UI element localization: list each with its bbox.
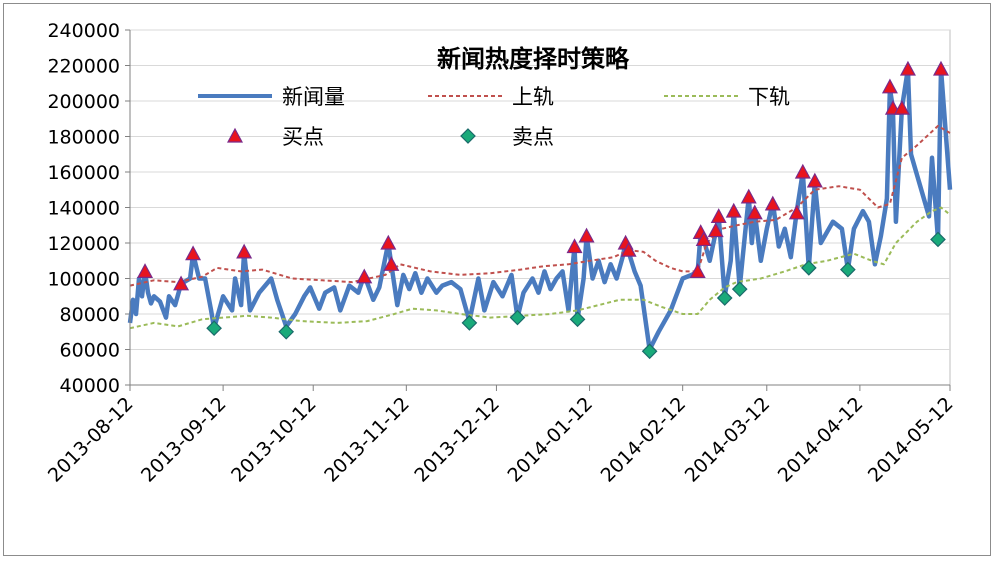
sell-point-marker <box>930 231 946 248</box>
buy-point-marker <box>137 263 154 278</box>
y-tick-label: 80000 <box>60 304 120 326</box>
sell-point-marker <box>278 323 295 340</box>
buy-point-marker <box>881 78 898 94</box>
buy-point-marker <box>893 99 910 115</box>
x-tick-label: 2013-08-12 <box>44 393 138 487</box>
y-tick-label: 100000 <box>47 269 120 291</box>
buy-point-marker <box>689 263 706 278</box>
legend-label-upper: 上轨 <box>512 85 554 109</box>
buy-point-marker <box>746 204 763 220</box>
buy-point-marker <box>788 204 805 220</box>
legend-swatch-buy <box>226 127 244 143</box>
buy-point-marker <box>620 241 637 257</box>
buy-point-marker <box>383 256 400 271</box>
x-tick-label: 2014-01-12 <box>503 393 597 487</box>
sell-point-marker <box>206 320 222 337</box>
buy-point-marker <box>707 222 724 238</box>
buy-point-marker <box>380 234 397 250</box>
chart-title: 新闻热度择时策略 <box>437 45 630 73</box>
buy-point-marker <box>794 163 811 179</box>
buy-point-marker <box>566 238 583 254</box>
buy-point-marker <box>710 208 727 223</box>
sell-point-marker <box>641 343 658 360</box>
legend-label-buy: 买点 <box>282 125 324 149</box>
x-tick-label: 2013-10-12 <box>227 393 321 487</box>
chart-frame <box>3 3 991 556</box>
y-tick-label: 180000 <box>47 127 120 149</box>
buy-point-marker <box>806 172 823 188</box>
buy-point-marker <box>899 60 916 76</box>
legend-label-news: 新闻量 <box>282 85 345 109</box>
y-tick-label: 200000 <box>47 91 120 113</box>
y-tick-label: 120000 <box>47 233 120 255</box>
series-markers <box>137 60 949 360</box>
sell-point-marker <box>840 261 856 278</box>
x-tick-label: 2014-05-12 <box>864 393 958 487</box>
buy-point-marker <box>578 227 595 243</box>
x-tick-label: 2013-12-12 <box>410 393 504 487</box>
x-tick-label: 2013-11-12 <box>320 393 414 487</box>
buy-point-marker <box>932 60 949 76</box>
buy-point-marker <box>173 275 190 291</box>
gridlines <box>130 29 950 350</box>
legend-swatch-sell <box>460 128 476 144</box>
x-tick-label: 2014-03-12 <box>681 393 775 487</box>
legend-label-lower: 下轨 <box>748 85 790 109</box>
buy-point-marker <box>185 245 202 261</box>
x-tick-label: 2014-04-12 <box>774 393 868 487</box>
buy-point-marker <box>356 268 373 284</box>
x-tick-label: 2013-09-12 <box>137 393 231 487</box>
sell-point-marker <box>509 309 526 326</box>
y-tick-label: 40000 <box>60 375 120 397</box>
legend-label-sell: 卖点 <box>512 125 554 149</box>
y-tick-label: 160000 <box>47 162 120 184</box>
buy-point-marker <box>695 231 712 247</box>
sell-point-marker <box>731 281 748 297</box>
sell-point-marker <box>569 311 586 328</box>
y-tick-label: 240000 <box>47 20 120 42</box>
y-tick-label: 140000 <box>47 198 120 220</box>
y-tick-label: 60000 <box>60 340 120 362</box>
buy-point-marker <box>725 202 742 218</box>
sell-point-marker <box>800 260 817 276</box>
buy-point-marker <box>740 188 757 204</box>
legend: 新闻量 上轨 下轨 买点 卖点 <box>198 85 790 149</box>
y-tick-label: 220000 <box>47 56 120 78</box>
y-axis-ticks: 40000 60000 80000 100000 120000 140000 160000 1… <box>47 20 130 397</box>
x-tick-label: 2014-02-12 <box>597 393 691 487</box>
buy-point-marker <box>236 243 253 259</box>
sell-point-marker <box>461 315 478 331</box>
buy-point-marker <box>764 195 781 211</box>
sell-point-marker <box>716 290 733 306</box>
